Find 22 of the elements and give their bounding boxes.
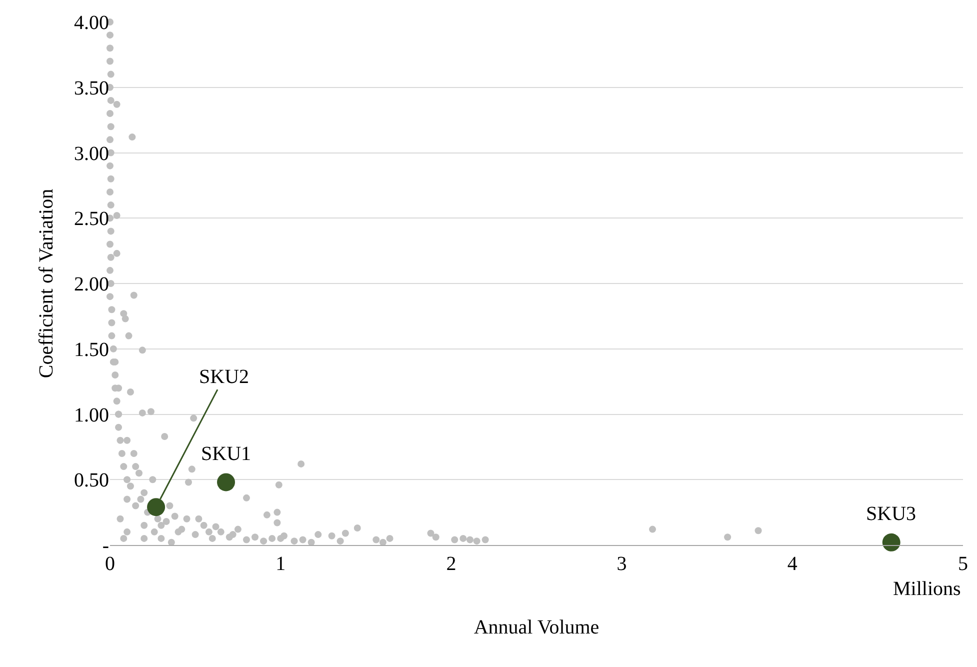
x-tick-label: 5 [958, 553, 968, 575]
annotation: SKU3 [866, 503, 916, 525]
point [217, 473, 236, 492]
x-axis-title: Annual Volume [474, 616, 600, 638]
x-tick-label: 4 [787, 553, 798, 575]
y-tick-label: 1.00 [74, 404, 109, 426]
annotation: SKU1 [201, 443, 252, 465]
point [147, 498, 166, 516]
point [882, 533, 900, 552]
y-tick-label: 3.00 [74, 142, 109, 165]
y-tick-label: 2.50 [74, 208, 109, 230]
text: Millions [893, 578, 962, 600]
y-axis-title: Coefficient of Variation [36, 188, 58, 378]
y-tick-label: 3.50 [74, 77, 109, 100]
y-tick-label: 2.00 [74, 274, 109, 296]
x-tick-label: 2 [446, 553, 456, 575]
y-tick-label: 1.50 [74, 338, 109, 361]
y-tick-label: 4.00 [74, 12, 109, 34]
annotation: SKU2 [199, 366, 250, 388]
y-tick-label: 0.50 [74, 470, 109, 492]
x-tick-label: 3 [616, 553, 627, 575]
x-tick-label: 1 [276, 553, 286, 575]
